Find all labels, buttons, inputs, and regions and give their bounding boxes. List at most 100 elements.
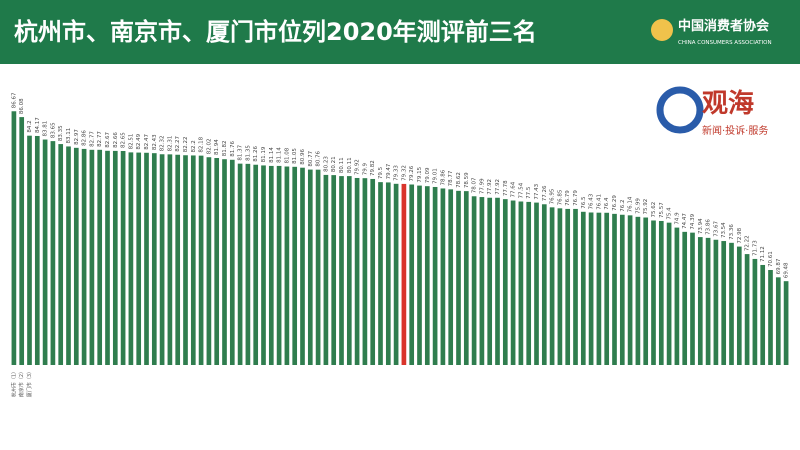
bar [541, 204, 547, 365]
logo-icon [651, 19, 673, 41]
bar [526, 201, 532, 365]
value-label: 70.61 [768, 251, 774, 267]
value-label: 82.18 [199, 136, 205, 152]
bar [557, 208, 563, 365]
bar [495, 197, 500, 365]
value-label: 79.32 [401, 165, 407, 181]
value-label: 80.11 [347, 157, 353, 173]
value-label: 83.65 [50, 122, 56, 138]
bar [736, 246, 742, 365]
bar [518, 201, 524, 365]
bar [323, 174, 329, 365]
bar [136, 152, 142, 365]
value-label: 80.21 [331, 156, 337, 172]
bar [534, 202, 539, 365]
value-label: 76.85 [557, 189, 563, 205]
value-label: 82.77 [97, 131, 103, 147]
value-label: 76.2 [620, 200, 626, 212]
bar [378, 182, 383, 365]
logo-en: CHINA CONSUMERS ASSOCIATION [678, 40, 772, 46]
value-label: 69.48 [784, 262, 790, 278]
value-label: 81.35 [245, 145, 251, 161]
value-label: 73.94 [698, 218, 704, 234]
value-label: 79.92 [355, 159, 361, 175]
value-label: 81.76 [230, 141, 236, 157]
value-label: 82.65 [121, 132, 127, 148]
logo-cn: 中国消费者协会 [678, 18, 770, 34]
bar [300, 167, 305, 365]
bar [705, 237, 711, 365]
bar [112, 150, 118, 365]
x-tick-label: 杭州市（1） [10, 369, 17, 397]
bar [627, 215, 633, 365]
bar [370, 178, 376, 365]
value-label: 83.11 [66, 128, 72, 144]
bar [588, 212, 594, 365]
bar [245, 163, 251, 365]
value-label: 83.35 [58, 125, 64, 141]
value-label: 79.26 [409, 165, 415, 181]
bar [697, 237, 703, 365]
bar [682, 231, 688, 365]
bar [292, 166, 298, 365]
x-tick-label: 厦门市（3） [26, 369, 33, 397]
bar [463, 191, 469, 365]
value-label: 80.96 [300, 148, 306, 164]
value-label: 77.78 [503, 180, 509, 196]
value-label: 84.2 [27, 120, 33, 132]
bar [448, 189, 454, 365]
value-label: 79.01 [433, 168, 439, 184]
value-label: 78.77 [448, 170, 454, 186]
value-label: 73.67 [713, 221, 719, 237]
bar [58, 144, 64, 365]
value-label: 86.08 [19, 98, 25, 114]
bar [502, 199, 508, 365]
bar [362, 178, 368, 365]
bar [456, 190, 461, 365]
bar [471, 196, 477, 365]
value-label: 82.47 [144, 134, 150, 150]
value-label: 79.5 [378, 166, 384, 179]
value-label: 82.97 [74, 129, 80, 145]
value-label: 82.67 [105, 132, 111, 148]
bar [643, 217, 649, 365]
value-label: 71.73 [752, 240, 758, 256]
bar [73, 147, 79, 365]
value-label: 82.86 [82, 130, 88, 146]
value-label: 82.27 [175, 136, 181, 152]
bar [120, 150, 126, 365]
value-label: 77.92 [487, 179, 493, 195]
bar [401, 183, 407, 365]
value-label: 77.99 [479, 178, 485, 194]
value-label: 82.22 [183, 136, 189, 152]
value-label: 82.51 [128, 134, 134, 150]
bar [651, 220, 656, 365]
bar [346, 176, 352, 365]
value-label: 81.37 [238, 144, 244, 160]
bar [440, 188, 446, 365]
value-label: 80.11 [339, 157, 345, 173]
value-label: 77.92 [495, 179, 501, 195]
value-label: 73.86 [706, 219, 712, 235]
value-label: 81.94 [214, 139, 220, 155]
value-label: 82.31 [167, 136, 173, 152]
bar [432, 186, 438, 365]
bar [183, 155, 188, 365]
value-label: 82.2 [191, 140, 197, 152]
value-label: 72.22 [745, 235, 751, 251]
value-label: 78.07 [472, 177, 478, 193]
bar [744, 254, 750, 365]
value-label: 79.9 [362, 162, 368, 175]
value-label: 86.67 [11, 92, 17, 108]
bar [775, 277, 781, 365]
bar [339, 176, 344, 365]
value-label: 75.4 [667, 207, 673, 220]
value-label: 73.54 [721, 222, 727, 238]
value-label: 80.23 [323, 156, 329, 172]
value-label: 76.4 [604, 197, 610, 210]
value-label: 77.43 [534, 183, 540, 199]
bar [729, 242, 734, 365]
bar [128, 152, 134, 365]
bar [409, 184, 415, 365]
bar [354, 177, 360, 365]
